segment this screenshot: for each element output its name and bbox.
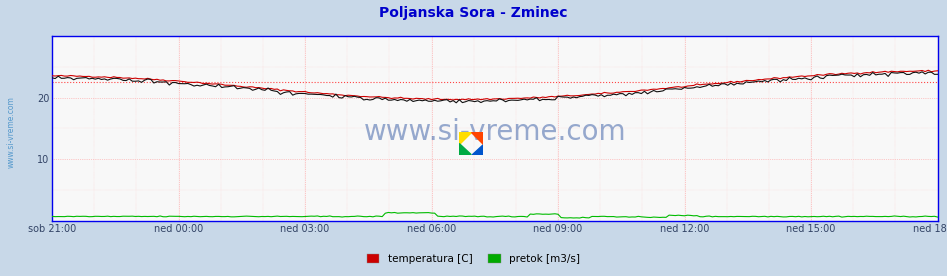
Legend: temperatura [C], pretok [m3/s]: temperatura [C], pretok [m3/s] <box>363 250 584 268</box>
Polygon shape <box>472 144 483 155</box>
Polygon shape <box>472 132 483 144</box>
Text: www.si-vreme.com: www.si-vreme.com <box>364 118 626 146</box>
Polygon shape <box>459 144 472 155</box>
Polygon shape <box>459 132 472 144</box>
Text: Poljanska Sora - Zminec: Poljanska Sora - Zminec <box>379 6 568 20</box>
Text: www.si-vreme.com: www.si-vreme.com <box>7 97 16 168</box>
